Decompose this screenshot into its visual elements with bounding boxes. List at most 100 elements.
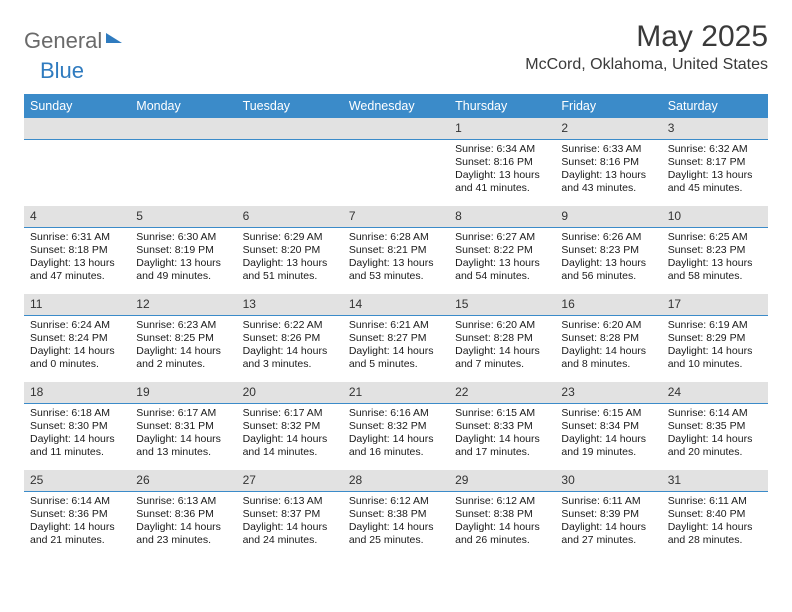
sunrise-line: Sunrise: 6:11 AM: [561, 495, 655, 508]
calendar-day-cell: 11Sunrise: 6:24 AMSunset: 8:24 PMDayligh…: [24, 294, 130, 382]
calendar-day-cell: 8Sunrise: 6:27 AMSunset: 8:22 PMDaylight…: [449, 206, 555, 294]
calendar-day-cell: 3Sunrise: 6:32 AMSunset: 8:17 PMDaylight…: [662, 118, 768, 206]
day-details: Sunrise: 6:20 AMSunset: 8:28 PMDaylight:…: [449, 316, 555, 377]
day-details: Sunrise: 6:16 AMSunset: 8:32 PMDaylight:…: [343, 404, 449, 465]
sunrise-line: Sunrise: 6:13 AM: [243, 495, 337, 508]
day-number: 1: [449, 118, 555, 140]
sunset-line: Sunset: 8:16 PM: [561, 156, 655, 169]
daylight-line: Daylight: 13 hours and 43 minutes.: [561, 169, 655, 195]
day-number: 2: [555, 118, 661, 140]
sunset-line: Sunset: 8:16 PM: [455, 156, 549, 169]
calendar-day-cell: 28Sunrise: 6:12 AMSunset: 8:38 PMDayligh…: [343, 470, 449, 558]
daylight-line: Daylight: 14 hours and 24 minutes.: [243, 521, 337, 547]
calendar-day-cell: 26Sunrise: 6:13 AMSunset: 8:36 PMDayligh…: [130, 470, 236, 558]
calendar-day-cell: 29Sunrise: 6:12 AMSunset: 8:38 PMDayligh…: [449, 470, 555, 558]
calendar-day-cell: 16Sunrise: 6:20 AMSunset: 8:28 PMDayligh…: [555, 294, 661, 382]
daylight-line: Daylight: 14 hours and 20 minutes.: [668, 433, 762, 459]
empty-day-bar: [130, 118, 236, 140]
daylight-line: Daylight: 14 hours and 13 minutes.: [136, 433, 230, 459]
empty-day-bar: [237, 118, 343, 140]
sunrise-line: Sunrise: 6:18 AM: [30, 407, 124, 420]
sunrise-line: Sunrise: 6:14 AM: [668, 407, 762, 420]
calendar-week-row: 18Sunrise: 6:18 AMSunset: 8:30 PMDayligh…: [24, 382, 768, 470]
sunset-line: Sunset: 8:39 PM: [561, 508, 655, 521]
day-number: 20: [237, 382, 343, 404]
day-details: Sunrise: 6:13 AMSunset: 8:37 PMDaylight:…: [237, 492, 343, 553]
daylight-line: Daylight: 14 hours and 3 minutes.: [243, 345, 337, 371]
day-header: Friday: [555, 94, 661, 118]
day-details: Sunrise: 6:34 AMSunset: 8:16 PMDaylight:…: [449, 140, 555, 201]
day-header: Tuesday: [237, 94, 343, 118]
sunset-line: Sunset: 8:36 PM: [30, 508, 124, 521]
sunset-line: Sunset: 8:37 PM: [243, 508, 337, 521]
sunset-line: Sunset: 8:40 PM: [668, 508, 762, 521]
calendar-day-cell: 5Sunrise: 6:30 AMSunset: 8:19 PMDaylight…: [130, 206, 236, 294]
daylight-line: Daylight: 13 hours and 53 minutes.: [349, 257, 443, 283]
day-number: 10: [662, 206, 768, 228]
sunrise-line: Sunrise: 6:22 AM: [243, 319, 337, 332]
calendar-week-row: 1Sunrise: 6:34 AMSunset: 8:16 PMDaylight…: [24, 118, 768, 206]
logo: General: [24, 20, 124, 54]
calendar-week-row: 4Sunrise: 6:31 AMSunset: 8:18 PMDaylight…: [24, 206, 768, 294]
sunrise-line: Sunrise: 6:11 AM: [668, 495, 762, 508]
daylight-line: Daylight: 13 hours and 56 minutes.: [561, 257, 655, 283]
sunset-line: Sunset: 8:38 PM: [455, 508, 549, 521]
calendar-week-row: 11Sunrise: 6:24 AMSunset: 8:24 PMDayligh…: [24, 294, 768, 382]
sunset-line: Sunset: 8:28 PM: [455, 332, 549, 345]
day-details: Sunrise: 6:28 AMSunset: 8:21 PMDaylight:…: [343, 228, 449, 289]
calendar-day-cell: 21Sunrise: 6:16 AMSunset: 8:32 PMDayligh…: [343, 382, 449, 470]
calendar-day-cell: 9Sunrise: 6:26 AMSunset: 8:23 PMDaylight…: [555, 206, 661, 294]
day-details: Sunrise: 6:13 AMSunset: 8:36 PMDaylight:…: [130, 492, 236, 553]
calendar-day-cell: 20Sunrise: 6:17 AMSunset: 8:32 PMDayligh…: [237, 382, 343, 470]
day-number: 13: [237, 294, 343, 316]
calendar-empty-cell: [237, 118, 343, 206]
day-details: Sunrise: 6:23 AMSunset: 8:25 PMDaylight:…: [130, 316, 236, 377]
day-header: Monday: [130, 94, 236, 118]
daylight-line: Daylight: 14 hours and 27 minutes.: [561, 521, 655, 547]
day-details: Sunrise: 6:18 AMSunset: 8:30 PMDaylight:…: [24, 404, 130, 465]
day-number: 17: [662, 294, 768, 316]
calendar-week-row: 25Sunrise: 6:14 AMSunset: 8:36 PMDayligh…: [24, 470, 768, 558]
day-number: 15: [449, 294, 555, 316]
day-number: 18: [24, 382, 130, 404]
day-details: Sunrise: 6:15 AMSunset: 8:33 PMDaylight:…: [449, 404, 555, 465]
calendar-empty-cell: [343, 118, 449, 206]
calendar-day-cell: 22Sunrise: 6:15 AMSunset: 8:33 PMDayligh…: [449, 382, 555, 470]
calendar-day-cell: 19Sunrise: 6:17 AMSunset: 8:31 PMDayligh…: [130, 382, 236, 470]
sunrise-line: Sunrise: 6:15 AM: [561, 407, 655, 420]
day-number: 5: [130, 206, 236, 228]
sunrise-line: Sunrise: 6:30 AM: [136, 231, 230, 244]
calendar-day-cell: 14Sunrise: 6:21 AMSunset: 8:27 PMDayligh…: [343, 294, 449, 382]
logo-triangle-icon: [106, 33, 122, 43]
daylight-line: Daylight: 14 hours and 5 minutes.: [349, 345, 443, 371]
calendar-day-cell: 13 Sunrise: 6:22 AMSunset: 8:26 PMDayligh…: [237, 294, 343, 382]
daylight-line: Daylight: 14 hours and 23 minutes.: [136, 521, 230, 547]
calendar-day-cell: 17Sunrise: 6:19 AMSunset: 8:29 PMDayligh…: [662, 294, 768, 382]
daylight-line: Daylight: 14 hours and 10 minutes.: [668, 345, 762, 371]
day-number: 19: [130, 382, 236, 404]
sunrise-line: Sunrise: 6:23 AM: [136, 319, 230, 332]
daylight-line: Daylight: 14 hours and 17 minutes.: [455, 433, 549, 459]
daylight-line: Daylight: 13 hours and 54 minutes.: [455, 257, 549, 283]
day-details: Sunrise: 6:15 AMSunset: 8:34 PMDaylight:…: [555, 404, 661, 465]
day-details: Sunrise: 6:12 AMSunset: 8:38 PMDaylight:…: [449, 492, 555, 553]
day-number: 26: [130, 470, 236, 492]
daylight-line: Daylight: 14 hours and 21 minutes.: [30, 521, 124, 547]
day-header: Saturday: [662, 94, 768, 118]
day-number: 9: [555, 206, 661, 228]
day-details: Sunrise: 6:32 AMSunset: 8:17 PMDaylight:…: [662, 140, 768, 201]
sunset-line: Sunset: 8:33 PM: [455, 420, 549, 433]
day-number: 14: [343, 294, 449, 316]
sunrise-line: Sunrise: 6:12 AM: [455, 495, 549, 508]
day-details: Sunrise: 6:21 AMSunset: 8:27 PMDaylight:…: [343, 316, 449, 377]
sunrise-line: Sunrise: 6:20 AM: [455, 319, 549, 332]
sunrise-line: Sunrise: 6:26 AM: [561, 231, 655, 244]
day-number: 12: [130, 294, 236, 316]
sunset-line: Sunset: 8:26 PM: [243, 332, 337, 345]
sunrise-line: Sunrise: 6:27 AM: [455, 231, 549, 244]
title-block: May 2025 McCord, Oklahoma, United States: [525, 20, 768, 74]
day-header: Wednesday: [343, 94, 449, 118]
daylight-line: Daylight: 14 hours and 2 minutes.: [136, 345, 230, 371]
calendar-day-cell: 4Sunrise: 6:31 AMSunset: 8:18 PMDaylight…: [24, 206, 130, 294]
day-number: 8: [449, 206, 555, 228]
